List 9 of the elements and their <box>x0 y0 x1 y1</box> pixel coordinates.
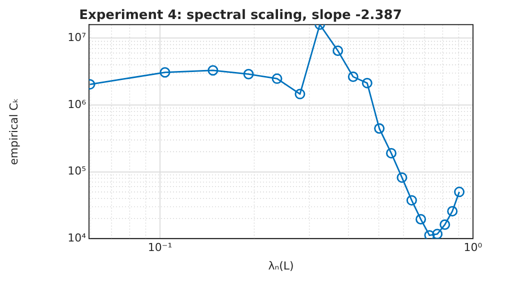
y-tick-label: 10⁴ <box>68 231 87 244</box>
y-tick-label: 10⁶ <box>68 98 87 111</box>
y-tick-label: 10⁵ <box>68 164 86 178</box>
y-axis-title: empirical Cₖ <box>7 98 20 166</box>
x-tick-label: 10⁰ <box>464 241 483 254</box>
chart-title: Experiment 4: spectral scaling, slope -2.387 <box>79 8 402 24</box>
y-tick-label: 10⁷ <box>68 31 86 44</box>
x-tick-label: 10⁻¹ <box>148 241 172 254</box>
x-axis-title: λₙ(L) <box>268 259 294 272</box>
